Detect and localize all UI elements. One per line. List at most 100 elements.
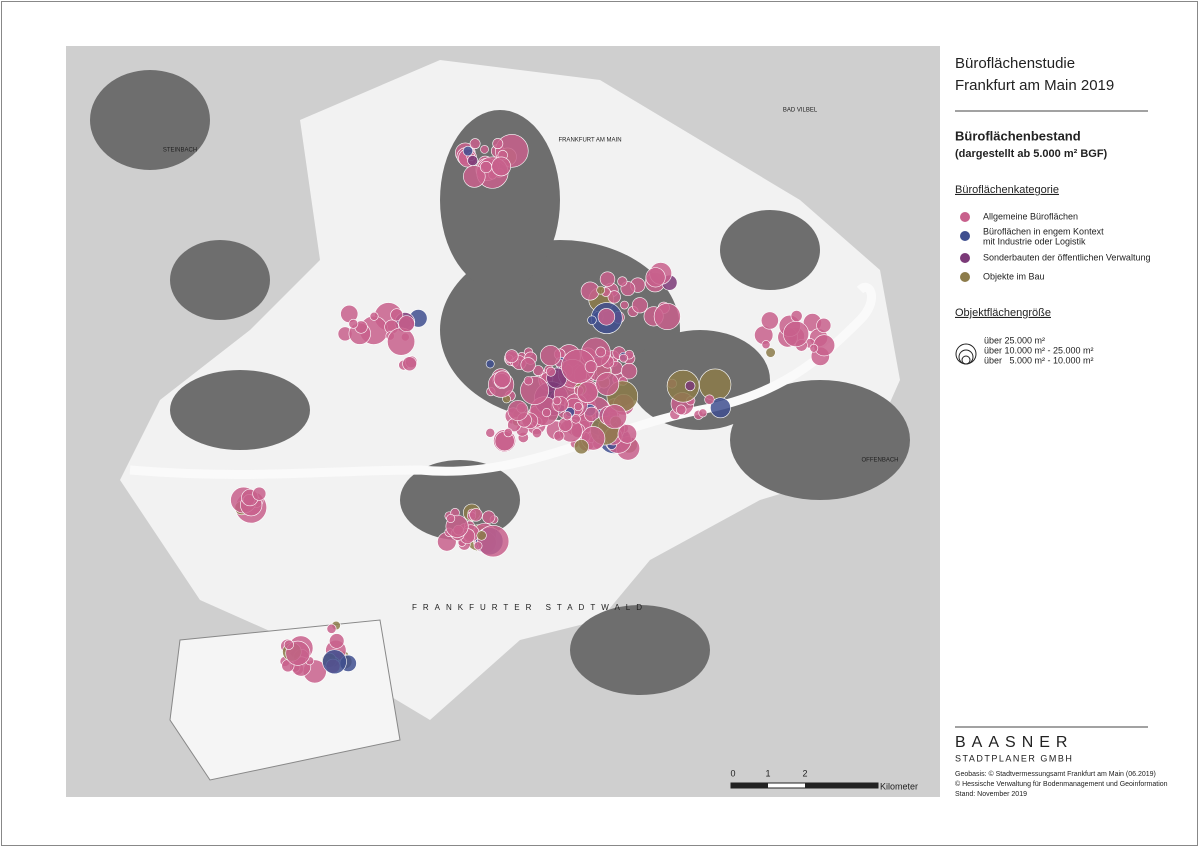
- scale-unit: Kilometer: [880, 781, 918, 791]
- credit: Stand: November 2019: [955, 791, 1027, 798]
- office-marker: [619, 353, 628, 363]
- office-marker: [596, 285, 606, 295]
- office-marker: [503, 428, 513, 438]
- office-marker: [482, 510, 496, 524]
- office-marker: [790, 310, 803, 322]
- legend-panel: Büroflächenstudie Frankfurt am Main 2019…: [955, 55, 1168, 798]
- office-marker: [698, 408, 708, 418]
- office-marker: [587, 315, 597, 325]
- office-marker: [653, 302, 681, 330]
- office-marker: [283, 639, 294, 650]
- office-marker: [348, 318, 359, 329]
- category-swatch: [960, 212, 970, 222]
- office-marker: [597, 308, 616, 326]
- place-label: FRANKFURT AM MAIN: [558, 138, 621, 144]
- office-marker: [326, 623, 337, 634]
- office-marker: [573, 439, 589, 455]
- office-marker: [402, 356, 417, 372]
- category-swatch: [960, 253, 970, 263]
- legend-subheading: (dargestellt ab 5.000 m² BGF): [955, 148, 1108, 160]
- category-title: Büroflächenkategorie: [955, 184, 1059, 196]
- title-line: Frankfurt am Main 2019: [955, 77, 1114, 94]
- office-marker: [545, 366, 556, 377]
- legend-heading: Büroflächenbestand: [955, 128, 1081, 143]
- scale-segment: [731, 783, 768, 788]
- office-marker: [540, 345, 562, 367]
- size-symbol: [955, 343, 977, 365]
- office-marker: [369, 311, 379, 321]
- office-marker: [816, 317, 832, 333]
- office-marker: [480, 145, 489, 154]
- size-label: über 10.000 m² - 25.000 m²: [984, 345, 1094, 355]
- category-label: Objekte im Bau: [983, 271, 1045, 281]
- office-marker: [645, 267, 666, 288]
- office-marker: [576, 381, 599, 403]
- office-marker: [684, 380, 696, 392]
- office-marker: [390, 308, 404, 322]
- scale-label: 1: [765, 768, 770, 778]
- office-marker: [765, 347, 776, 358]
- office-marker: [760, 311, 779, 330]
- scale-label: 2: [802, 768, 807, 778]
- office-marker: [462, 145, 474, 157]
- office-marker: [704, 394, 715, 405]
- office-marker: [599, 271, 616, 287]
- category-label: mit Industrie oder Logistik: [983, 236, 1086, 246]
- office-marker: [620, 300, 629, 310]
- scale-bar: 0 1 2 Kilometer: [730, 768, 918, 791]
- category-swatch: [960, 272, 970, 282]
- office-marker: [620, 362, 638, 380]
- office-marker: [631, 297, 648, 314]
- office-marker: [398, 315, 415, 332]
- office-marker: [573, 402, 583, 412]
- office-marker: [507, 400, 529, 421]
- office-marker: [607, 290, 621, 304]
- office-marker: [617, 276, 628, 287]
- credit: Geobasis: © Stadtvermessungsamt Frankfur…: [955, 770, 1156, 778]
- logo-subtitle: STADTPLANER GMBH: [955, 753, 1073, 763]
- category-swatch: [960, 231, 970, 241]
- size-label: über 25.000 m²: [984, 335, 1045, 345]
- office-marker: [469, 138, 481, 150]
- office-marker: [542, 408, 552, 418]
- office-marker: [809, 343, 819, 353]
- office-marker: [666, 369, 700, 403]
- office-marker: [562, 411, 572, 421]
- office-marker: [446, 514, 456, 523]
- office-marker: [476, 530, 487, 541]
- office-marker: [552, 396, 562, 406]
- office-marker: [523, 376, 534, 386]
- map-labels: FRANKFURT AM MAIN FRANKFURTER STADTWALD OF…: [163, 108, 899, 613]
- office-marker: [617, 424, 638, 444]
- office-marker: [492, 138, 504, 150]
- office-marker: [532, 365, 544, 377]
- office-marker: [571, 414, 581, 424]
- place-label: STEINBACH: [163, 148, 197, 154]
- office-marker: [467, 155, 479, 166]
- office-marker: [553, 430, 565, 442]
- size-label: über 5.000 m² - 10.000 m²: [984, 355, 1094, 365]
- category-label: Büroflächen in engem Kontext: [983, 226, 1104, 236]
- markers: [230, 134, 836, 684]
- place-label: BAD VILBEL: [783, 108, 818, 114]
- office-marker: [252, 486, 267, 501]
- office-marker: [761, 340, 771, 350]
- credit: © Hessische Verwaltung für Bodenmanageme…: [955, 780, 1168, 788]
- office-marker: [710, 397, 731, 419]
- office-marker: [520, 357, 536, 373]
- office-marker: [480, 160, 493, 174]
- scale-segment: [805, 783, 878, 788]
- office-marker: [595, 346, 606, 358]
- office-marker: [477, 525, 510, 558]
- office-marker: [602, 404, 627, 429]
- office-marker: [485, 359, 495, 369]
- size-title: Objektflächengröße: [955, 307, 1051, 319]
- title-line: Büroflächenstudie: [955, 55, 1075, 72]
- office-marker: [595, 372, 620, 396]
- category-list: Allgemeine Büroflächen Büroflächen in eng…: [960, 211, 1150, 282]
- office-marker: [675, 404, 687, 415]
- office-marker: [387, 327, 416, 356]
- office-marker: [329, 633, 345, 649]
